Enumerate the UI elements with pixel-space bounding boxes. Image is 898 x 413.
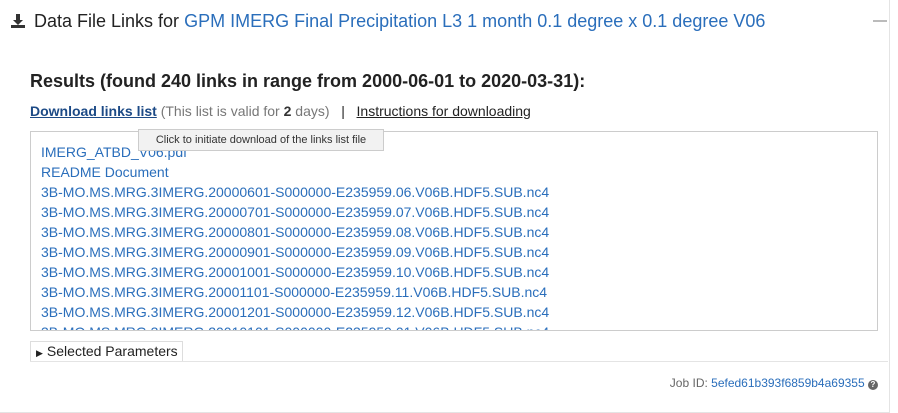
download-icon	[11, 14, 25, 28]
validity-after: days)	[295, 103, 330, 119]
list-item: 3B-MO.MS.MRG.3IMERG.20000601-S000000-E23…	[41, 182, 549, 202]
file-link[interactable]: 3B-MO.MS.MRG.3IMERG.20010101-S000000-E23…	[41, 324, 549, 330]
links-bar: Download links list (This list is valid …	[30, 103, 531, 119]
selected-parameters-toggle[interactable]: ▶ Selected Parameters	[30, 341, 183, 362]
list-item: 3B-MO.MS.MRG.3IMERG.20000901-S000000-E23…	[41, 242, 549, 262]
job-id-link[interactable]: 5efed61b393f6859b4a69355	[711, 376, 865, 390]
validity-text: (This list is valid for 2 days)	[161, 103, 330, 119]
validity-days: 2	[283, 103, 292, 119]
minimize-button[interactable]	[873, 20, 887, 22]
header-title: Data File Links for GPM IMERG Final Prec…	[34, 11, 765, 32]
validity-before: (This list is valid for	[160, 103, 280, 119]
list-item: 3B-MO.MS.MRG.3IMERG.20010101-S000000-E23…	[41, 322, 549, 330]
dataset-link[interactable]: GPM IMERG Final Precipitation L3 1 month…	[184, 11, 766, 31]
caret-icon: ▶	[36, 348, 43, 358]
results-heading: Results (found 240 links in range from 2…	[30, 71, 586, 91]
divider	[30, 361, 888, 362]
instructions-link[interactable]: Instructions for downloading	[356, 103, 531, 119]
list-item: 3B-MO.MS.MRG.3IMERG.20001201-S000000-E23…	[41, 302, 549, 322]
file-link[interactable]: README Document	[41, 164, 169, 180]
list-item: README Document	[41, 162, 169, 182]
file-link[interactable]: 3B-MO.MS.MRG.3IMERG.20001201-S000000-E23…	[41, 304, 550, 320]
job-id: Job ID: 5efed61b393f6859b4a69355 ?	[670, 376, 878, 390]
selected-parameters-label: Selected Parameters	[46, 343, 178, 359]
file-link[interactable]: 3B-MO.MS.MRG.3IMERG.20001101-S000000-E23…	[41, 284, 548, 300]
download-links[interactable]: Download links list	[30, 103, 157, 119]
file-link[interactable]: 3B-MO.MS.MRG.3IMERG.20000701-S000000-E23…	[41, 204, 550, 220]
list-item: 3B-MO.MS.MRG.3IMERG.20001001-S000000-E23…	[41, 262, 549, 282]
header-prefix: Data File Links for	[34, 11, 180, 31]
file-link[interactable]: 3B-MO.MS.MRG.3IMERG.20000601-S000000-E23…	[41, 184, 550, 200]
file-link[interactable]: 3B-MO.MS.MRG.3IMERG.20000901-S000000-E23…	[41, 244, 550, 260]
list-item: 3B-MO.MS.MRG.3IMERG.20001101-S000000-E23…	[41, 282, 547, 302]
separator: |	[341, 103, 345, 119]
list-item: 3B-MO.MS.MRG.3IMERG.20000701-S000000-E23…	[41, 202, 549, 222]
links-list: IMERG_ATBD_V06.pdf README Document 3B-MO.M…	[30, 131, 878, 331]
file-link[interactable]: 3B-MO.MS.MRG.3IMERG.20000801-S000000-E23…	[41, 224, 550, 240]
file-link[interactable]: 3B-MO.MS.MRG.3IMERG.20001001-S000000-E23…	[41, 264, 550, 280]
list-item: 3B-MO.MS.MRG.3IMERG.20000801-S000000-E23…	[41, 222, 549, 242]
job-id-label: Job ID:	[669, 376, 708, 390]
tooltip: Click to initiate download of the links …	[138, 129, 384, 151]
help-icon[interactable]: ?	[868, 380, 878, 390]
